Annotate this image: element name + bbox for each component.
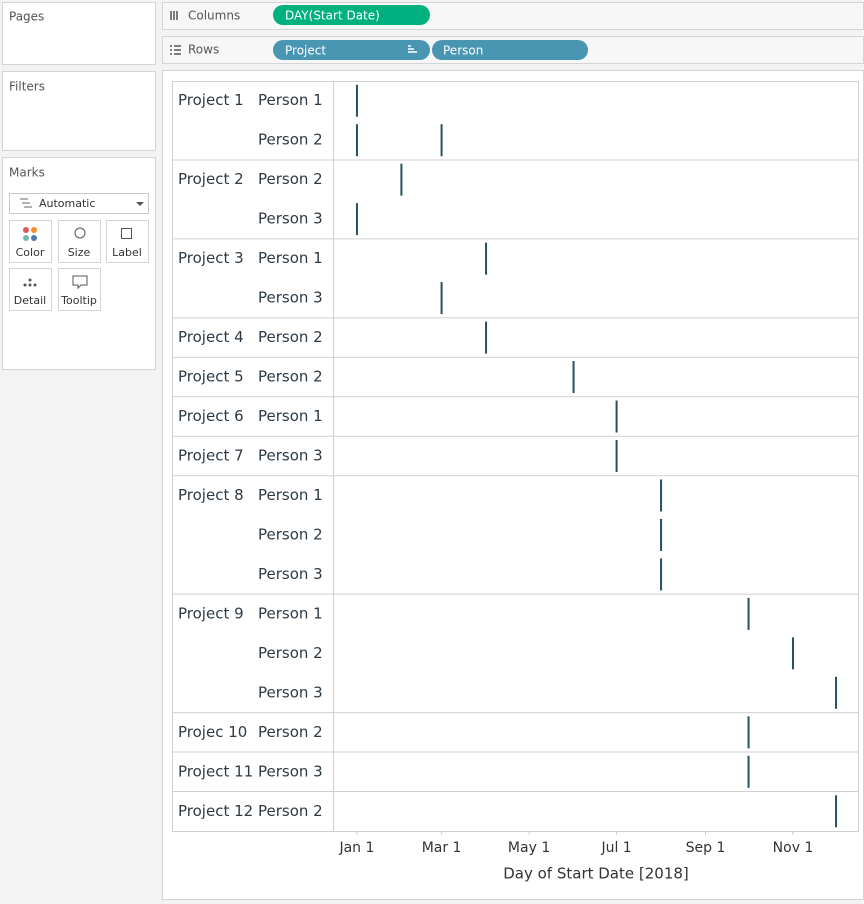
mark-buttons: Color Size Label Detail Tooltip (9, 220, 149, 311)
filters-panel (2, 71, 156, 151)
size-button[interactable] (58, 220, 101, 263)
dropdown-arrow (136, 202, 144, 206)
person-label: Person 2 (258, 368, 323, 386)
x-axis-title: Day of Start Date [2018] (503, 865, 689, 883)
label-button[interactable] (106, 220, 149, 263)
person-label: Person 2 (258, 723, 323, 741)
rows-icon (170, 45, 181, 55)
person-label: Person 3 (258, 289, 323, 307)
project-label: Project 9 (178, 604, 244, 622)
mark-type-icon (20, 198, 32, 208)
color-label: Color (16, 246, 45, 259)
x-tick-label: Nov 1 (773, 840, 814, 856)
size-label: Size (68, 246, 91, 259)
person-label: Person 3 (258, 447, 323, 465)
pages-title: Pages (9, 10, 44, 24)
project-label: Project 7 (178, 447, 244, 465)
icon (28, 283, 32, 287)
detail-label: Detail (14, 294, 46, 307)
icon (23, 283, 27, 287)
tooltip-label: Tooltip (60, 294, 97, 307)
columns-shelf (162, 2, 864, 30)
person-label: Person 2 (258, 328, 323, 346)
sort-icon (408, 45, 417, 53)
person-label: Person 3 (258, 683, 323, 701)
project-label: Project 3 (178, 249, 244, 267)
project-label: Project 8 (178, 486, 244, 504)
filters-title: Filters (9, 80, 45, 94)
x-tick-label: Mar 1 (422, 840, 462, 856)
project-label: Project 12 (178, 802, 253, 820)
person-label: Person 1 (258, 604, 323, 622)
icon (23, 227, 29, 233)
row-pill-label: Project (285, 44, 326, 58)
person-label: Person 1 (258, 486, 323, 504)
pages-panel (2, 2, 156, 65)
row-pill[interactable] (273, 40, 430, 60)
columns-icon (170, 11, 178, 20)
columns-label: Columns (188, 9, 240, 23)
color-button[interactable] (9, 220, 52, 263)
person-label: Person 1 (258, 249, 323, 267)
mark-type-dropdown[interactable] (9, 193, 149, 214)
x-tick-label: Sep 1 (686, 840, 726, 856)
x-tick-label: May 1 (508, 840, 550, 856)
column-pill-label: DAY(Start Date) (285, 9, 380, 23)
marks-title: Marks (9, 166, 45, 180)
person-label: Person 2 (258, 170, 323, 188)
person-label: Person 1 (258, 407, 323, 425)
detail-button[interactable] (9, 268, 52, 311)
mark-type-label: Automatic (39, 197, 95, 210)
view (162, 70, 864, 900)
project-label: Project 11 (178, 762, 253, 780)
icon (31, 227, 37, 233)
project-label: Projec 10 (178, 723, 247, 741)
icon (74, 227, 86, 239)
x-tick-label: Jan 1 (338, 840, 374, 856)
project-label: Project 2 (178, 170, 244, 188)
column-pill[interactable] (273, 5, 430, 25)
icon (33, 283, 37, 287)
person-label: Person 2 (258, 644, 323, 662)
marks-panel (2, 157, 156, 370)
icon (31, 235, 37, 241)
icon (121, 228, 132, 239)
person-label: Person 3 (258, 762, 323, 780)
table-frame (172, 81, 859, 832)
icon (23, 235, 29, 241)
rows-label: Rows (188, 43, 219, 57)
project-label: Project 6 (178, 407, 244, 425)
row-pill-label: Person (443, 44, 483, 58)
person-label: Person 3 (258, 210, 323, 228)
project-label: Project 4 (178, 328, 244, 346)
person-label: Person 1 (258, 91, 323, 109)
person-label: Person 2 (258, 525, 323, 543)
row-pill[interactable] (432, 40, 588, 60)
person-label: Person 2 (258, 131, 323, 149)
icon (72, 275, 88, 290)
person-label: Person 3 (258, 565, 323, 583)
x-tick-label: Jul 1 (600, 840, 631, 856)
project-label: Project 1 (178, 91, 244, 109)
project-label: Project 5 (178, 368, 244, 386)
person-label: Person 2 (258, 802, 323, 820)
label-label: Label (112, 246, 142, 259)
icon (28, 278, 32, 282)
